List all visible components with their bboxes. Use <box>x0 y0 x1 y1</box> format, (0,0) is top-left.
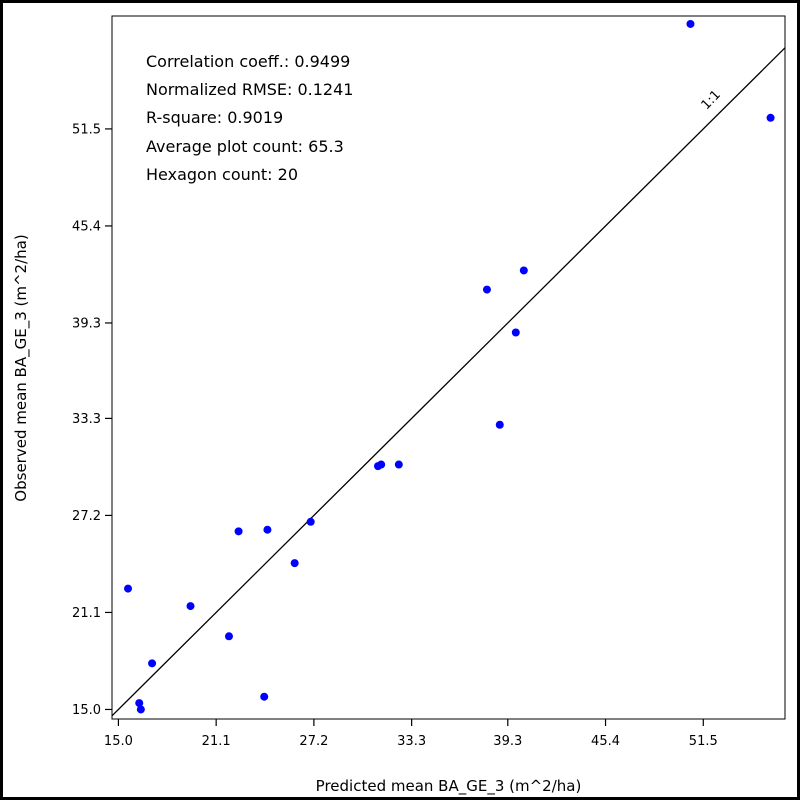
y-axis-label: Observed mean BA_GE_3 (m^2/ha) <box>12 234 31 501</box>
data-point <box>135 699 144 708</box>
data-point <box>495 420 504 429</box>
data-point <box>263 525 272 534</box>
x-tick-label: 39.3 <box>493 734 522 749</box>
data-point <box>511 328 520 337</box>
stat-r-square: R-square: 0.9019 <box>146 108 283 127</box>
y-tick-label: 51.5 <box>72 122 101 137</box>
x-tick-label: 27.2 <box>299 734 328 749</box>
data-point <box>373 462 382 471</box>
data-point <box>186 602 195 611</box>
data-points <box>124 19 775 714</box>
x-tick-label: 45.4 <box>591 734 620 749</box>
y-tick-label: 27.2 <box>72 509 101 524</box>
data-point <box>306 517 315 526</box>
data-point <box>136 705 145 714</box>
y-axis: 15.0 21.1 27.2 33.3 39.3 45.4 51.5 <box>72 122 112 718</box>
y-tick-label: 15.0 <box>72 703 101 718</box>
x-tick-label: 33.3 <box>397 734 426 749</box>
data-point <box>766 113 775 122</box>
y-tick-label: 39.3 <box>72 316 101 331</box>
data-point <box>224 632 233 641</box>
stat-correlation: Correlation coeff.: 0.9499 <box>146 52 350 71</box>
data-point <box>234 527 243 536</box>
x-tick-label: 21.1 <box>202 734 231 749</box>
stat-normalized-rmse: Normalized RMSE: 0.1241 <box>146 80 353 99</box>
y-tick-label: 33.3 <box>72 412 101 427</box>
y-tick-label: 21.1 <box>72 606 101 621</box>
data-point <box>482 285 491 294</box>
scatter-chart: 15.0 21.1 27.2 33.3 39.3 45.4 51.5 15.0 21.1 27.… <box>12 15 786 796</box>
data-point <box>290 559 299 568</box>
y-tick-label: 45.4 <box>72 219 101 234</box>
data-point <box>148 659 157 668</box>
stat-average-plot-count: Average plot count: 65.3 <box>146 137 344 156</box>
x-axis-label: Predicted mean BA_GE_3 (m^2/ha) <box>316 777 582 796</box>
one-to-one-line <box>111 47 786 717</box>
stats-annotations: Correlation coeff.: 0.9499 Normalized RM… <box>146 52 353 184</box>
x-axis: 15.0 21.1 27.2 33.3 39.3 45.4 51.5 <box>104 719 718 749</box>
data-point <box>686 19 695 28</box>
data-point <box>124 584 133 593</box>
plot-area <box>111 15 786 720</box>
stat-hexagon-count: Hexagon count: 20 <box>146 165 298 184</box>
data-point <box>394 460 403 469</box>
data-point <box>519 266 528 275</box>
x-tick-label: 15.0 <box>104 734 133 749</box>
x-tick-label: 51.5 <box>689 734 718 749</box>
data-point <box>260 692 269 701</box>
